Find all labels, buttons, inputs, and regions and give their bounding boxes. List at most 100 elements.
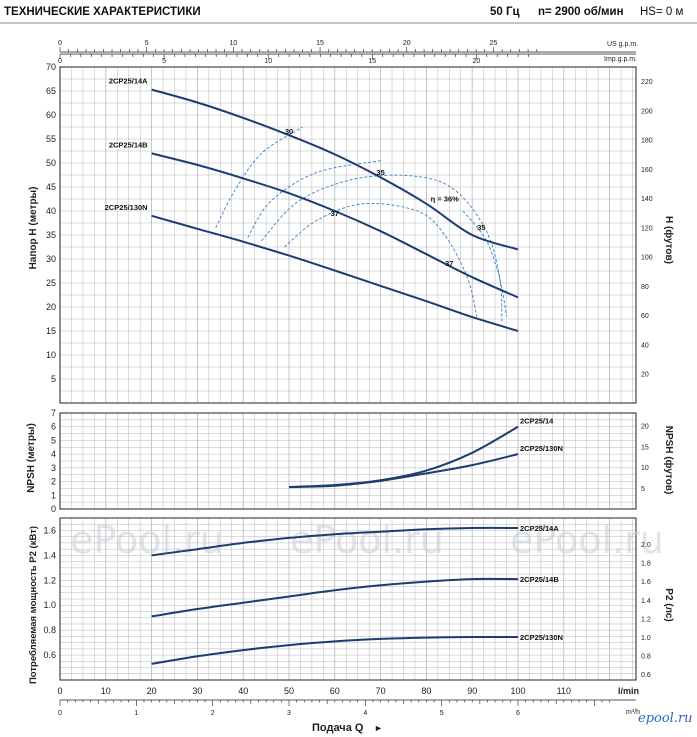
lmin-tick-label: 100 bbox=[510, 686, 525, 696]
head-m-tick-label: 25 bbox=[46, 278, 56, 288]
head-ft-tick-label: 140 bbox=[641, 196, 653, 203]
npsh-m-tick-label: 5 bbox=[51, 435, 56, 445]
head-m-tick-label: 70 bbox=[46, 62, 56, 72]
tick-layer: 0 5 10 15 20 250 5 10 15 200 10 20 30 40 50 60 70 80 90 100… bbox=[43, 40, 652, 717]
us-gpm-unit: US g.p.m. bbox=[607, 41, 638, 48]
efficiency-label: 37 bbox=[445, 259, 453, 268]
series-line-head-2cp25-130n bbox=[151, 214, 519, 332]
imp-gpm-tick-label: 5 bbox=[162, 58, 166, 65]
series-label: 2CP25/14 bbox=[520, 417, 554, 426]
lmin-tick-label: 90 bbox=[467, 686, 477, 696]
series-line-power-2cp25-14b bbox=[151, 577, 519, 618]
lmin-tick-label: 110 bbox=[557, 686, 571, 696]
npsh-m-tick-label: 1 bbox=[51, 490, 56, 500]
us-gpm-tick-label: 20 bbox=[403, 40, 411, 47]
x-axis-arrow: ► bbox=[374, 723, 383, 733]
head-ft-tick-label: 120 bbox=[641, 225, 653, 232]
npsh-ft-tick-label: 5 bbox=[641, 486, 645, 493]
imp-gpm-unit: Imp.g.p.m. bbox=[604, 56, 637, 63]
lmin-tick-label: 20 bbox=[147, 686, 157, 696]
panel-frame-head bbox=[59, 66, 637, 404]
grid-layer bbox=[59, 66, 637, 681]
efficiency-iso-curve bbox=[261, 174, 503, 322]
lmin-tick-label: 80 bbox=[421, 686, 431, 696]
imp-gpm-tick-label: 0 bbox=[58, 58, 62, 65]
npsh-ft-tick-label: 10 bbox=[641, 465, 649, 472]
head-m-tick-label: 35 bbox=[46, 230, 56, 240]
m3h-tick-label: 5 bbox=[440, 710, 444, 717]
lmin-tick-label: 60 bbox=[330, 686, 340, 696]
p2-kw-tick-label: 1.2 bbox=[43, 575, 56, 585]
efficiency-iso-curve bbox=[284, 202, 478, 317]
watermark-layer: ePool.ru ePool.ru ePool.ru bbox=[70, 518, 664, 562]
head-ft-tick-label: 100 bbox=[641, 255, 653, 262]
p2-kw-tick-label: 1.4 bbox=[43, 550, 56, 560]
head-m-tick-label: 30 bbox=[46, 254, 56, 264]
label-layer: 2CP25/14A 2CP25/14B 2CP25/130N 30 35 η = 36% 3… bbox=[105, 77, 563, 642]
npsh-m-tick-label: 6 bbox=[51, 422, 56, 432]
series-line-power-2cp25-130n bbox=[151, 635, 519, 665]
p2-kw-tick-label: 1.6 bbox=[43, 525, 56, 535]
header-frequency: 50 Гц bbox=[490, 6, 520, 18]
head-y2-axis-title: H (футов) bbox=[663, 216, 675, 264]
p2-kw-tick-label: 0.8 bbox=[43, 625, 56, 635]
series-label: 2CP25/130N bbox=[520, 633, 563, 642]
head-m-tick-label: 15 bbox=[46, 326, 56, 336]
m3h-tick-label: 3 bbox=[287, 710, 291, 717]
lmin-tick-label: 0 bbox=[57, 686, 62, 696]
watermark-text: ePool.ru bbox=[290, 518, 444, 562]
us-gpm-tick-label: 15 bbox=[316, 40, 324, 47]
npsh-ft-tick-label: 20 bbox=[641, 423, 649, 430]
head-m-tick-label: 50 bbox=[46, 158, 56, 168]
efficiency-label: 35 bbox=[376, 168, 384, 177]
series-line-head-2cp25-14a bbox=[151, 88, 519, 251]
us-gpm-tick-label: 25 bbox=[490, 40, 498, 47]
power-y2-axis-title: P2 (лс) bbox=[663, 588, 674, 621]
m3h-unit: m³/h bbox=[626, 709, 640, 716]
imp-gpm-tick-label: 20 bbox=[473, 58, 481, 65]
p2-hp-tick-label: 1.4 bbox=[641, 598, 651, 605]
head-m-tick-label: 60 bbox=[46, 110, 56, 120]
panel-frame-power bbox=[59, 517, 637, 681]
npsh-m-tick-label: 0 bbox=[51, 504, 56, 514]
m3h-tick-label: 6 bbox=[516, 710, 520, 717]
head-m-tick-label: 40 bbox=[46, 206, 56, 216]
npsh-y-axis-title: NPSH (метры) bbox=[26, 423, 37, 493]
panel-frame-npsh bbox=[59, 412, 637, 510]
header-hs: HS= 0 м bbox=[640, 6, 683, 18]
header-speed: n= 2900 об/мин bbox=[538, 6, 624, 18]
epool-logo: epool.ru bbox=[638, 711, 693, 726]
lmin-unit: l/min bbox=[618, 686, 639, 696]
p2-hp-tick-label: 0.8 bbox=[641, 654, 651, 661]
head-m-tick-label: 55 bbox=[46, 134, 56, 144]
npsh-m-tick-label: 3 bbox=[51, 463, 56, 473]
watermark-text: ePool.ru bbox=[510, 518, 664, 562]
npsh-m-tick-label: 2 bbox=[51, 477, 56, 487]
m3h-tick-label: 2 bbox=[211, 710, 215, 717]
series-line-power-2cp25-14a bbox=[151, 526, 519, 557]
series-label: 2CP25/130N bbox=[520, 444, 563, 453]
npsh-y2-axis-title: NPSH (футов) bbox=[663, 426, 675, 495]
efficiency-label: 30 bbox=[285, 127, 293, 136]
head-ft-tick-label: 60 bbox=[641, 313, 649, 320]
head-m-tick-label: 45 bbox=[46, 182, 56, 192]
imp-gpm-tick-label: 10 bbox=[264, 58, 272, 65]
efficiency-iso-curve bbox=[215, 126, 303, 229]
npsh-m-tick-label: 4 bbox=[51, 449, 56, 459]
lmin-tick-label: 70 bbox=[376, 686, 386, 696]
power-y-axis-title: Потребляемая мощность P2 (кВт) bbox=[28, 526, 39, 684]
efficiency-label: 35 bbox=[477, 223, 485, 232]
head-m-tick-label: 65 bbox=[46, 86, 56, 96]
header-title: ТЕХНИЧЕСКИЕ ХАРАКТЕРИСТИКИ bbox=[4, 6, 201, 18]
us-gpm-tick-label: 10 bbox=[229, 40, 237, 47]
efficiency-label: η = 36% bbox=[431, 194, 459, 203]
head-ft-tick-label: 200 bbox=[641, 108, 653, 115]
lmin-tick-label: 40 bbox=[238, 686, 248, 696]
efficiency-iso-curve bbox=[462, 210, 508, 317]
series-label: 2CP25/14B bbox=[520, 575, 559, 584]
us-gpm-tick-label: 0 bbox=[58, 40, 62, 47]
p2-hp-tick-label: 0.6 bbox=[641, 672, 651, 679]
m3h-tick-label: 0 bbox=[58, 710, 62, 717]
series-label: 2CP25/14A bbox=[109, 77, 148, 86]
